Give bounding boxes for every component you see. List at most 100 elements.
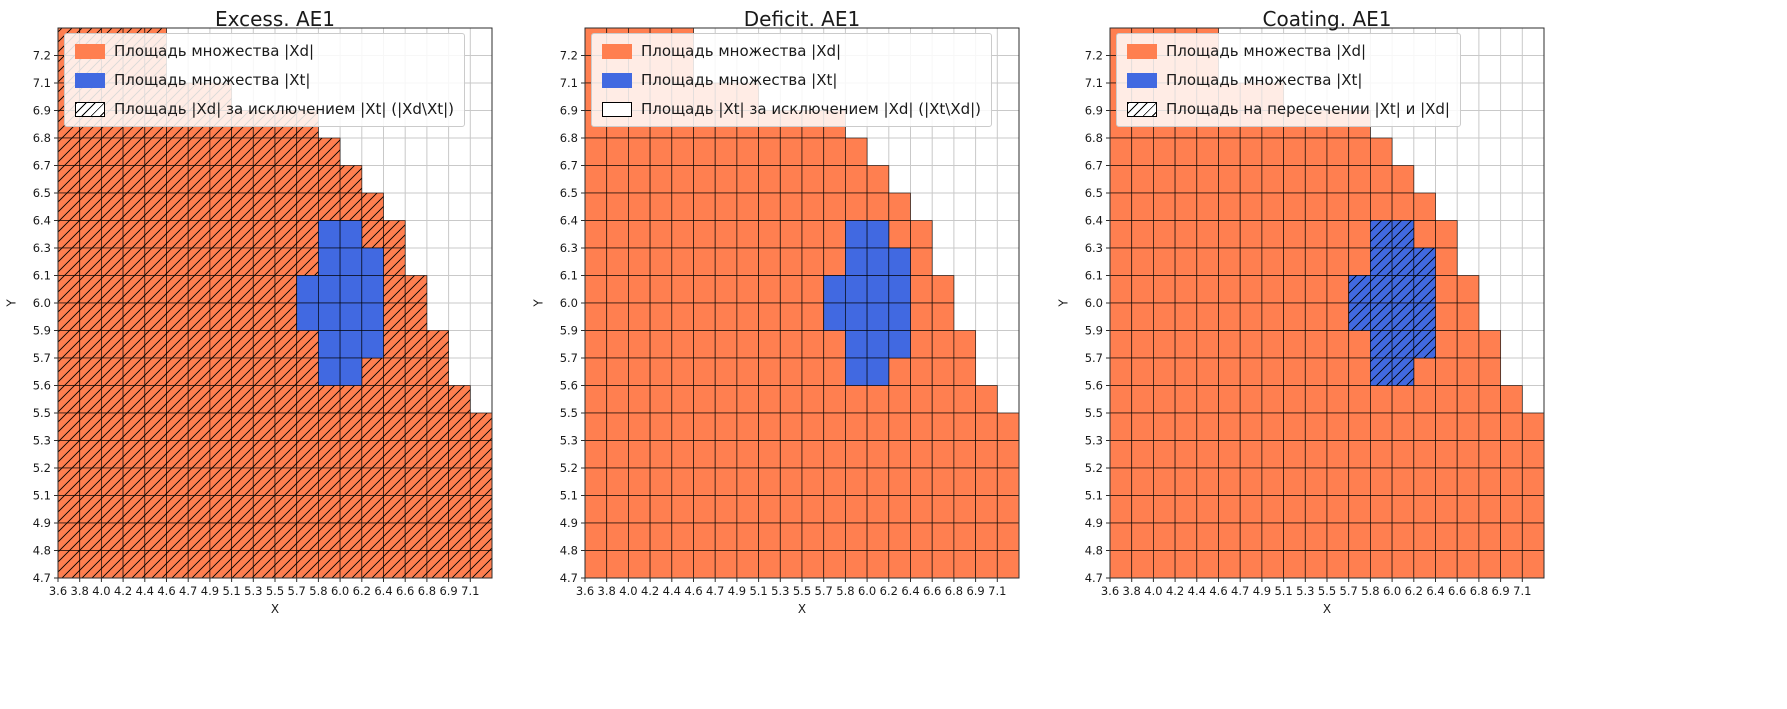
- svg-text:5.1: 5.1: [222, 584, 240, 598]
- svg-text:4.7: 4.7: [179, 584, 197, 598]
- svg-text:5.7: 5.7: [560, 351, 578, 365]
- svg-text:6.5: 6.5: [33, 186, 51, 200]
- svg-text:4.6: 4.6: [684, 584, 702, 598]
- legend-entry-xt: Площадь множества |Xt|: [75, 71, 454, 89]
- svg-text:5.8: 5.8: [309, 584, 327, 598]
- svg-text:5.7: 5.7: [1085, 351, 1103, 365]
- svg-text:4.7: 4.7: [33, 571, 51, 585]
- svg-text:5.1: 5.1: [1085, 489, 1103, 503]
- x-axis-label: X: [1322, 602, 1332, 616]
- svg-text:6.5: 6.5: [560, 186, 578, 200]
- svg-text:6.9: 6.9: [966, 584, 984, 598]
- panel-deficit: Deficit. AE1 3.6 3.8 4.0 4.2 4.4 4.6 4.7 4.9 5.1…: [527, 0, 1054, 709]
- svg-text:5.3: 5.3: [560, 434, 578, 448]
- legend: Площадь множества |Xd| Площадь множества…: [64, 33, 466, 127]
- y-tick-labels: 7.2 7.1 6.9 6.8 6.7 6.5 6.4 6.3 6.1 6.0 5.9 5.7 5.6 5…: [33, 49, 51, 586]
- legend-entry-xd: Площадь множества |Xd|: [75, 42, 454, 60]
- tick-marks: [1106, 55, 1523, 582]
- svg-text:4.8: 4.8: [1085, 544, 1103, 558]
- svg-text:4.2: 4.2: [114, 584, 132, 598]
- svg-text:3.6: 3.6: [576, 584, 594, 598]
- svg-text:6.7: 6.7: [33, 159, 51, 173]
- legend-swatch-xt: [602, 72, 632, 88]
- svg-text:7.2: 7.2: [33, 49, 51, 63]
- legend: Площадь множества |Xd| Площадь множества…: [591, 33, 993, 127]
- svg-text:6.0: 6.0: [331, 584, 349, 598]
- svg-text:6.9: 6.9: [560, 104, 578, 118]
- legend-label: Площадь множества |Xt|: [641, 71, 838, 89]
- y-tick-labels: 7.2 7.1 6.9 6.8 6.7 6.5 6.4 6.3 6.1 6.0 5.9 5.7 5.6 5…: [560, 49, 578, 586]
- svg-text:5.3: 5.3: [244, 584, 262, 598]
- svg-text:6.6: 6.6: [396, 584, 414, 598]
- svg-text:5.7: 5.7: [33, 351, 51, 365]
- svg-text:4.9: 4.9: [728, 584, 746, 598]
- svg-text:6.9: 6.9: [1085, 104, 1103, 118]
- svg-text:6.6: 6.6: [923, 584, 941, 598]
- svg-text:6.1: 6.1: [1085, 269, 1103, 283]
- svg-text:4.8: 4.8: [33, 544, 51, 558]
- svg-text:5.3: 5.3: [771, 584, 789, 598]
- svg-text:5.5: 5.5: [1085, 406, 1103, 420]
- svg-text:5.6: 5.6: [33, 379, 51, 393]
- svg-text:6.2: 6.2: [880, 584, 898, 598]
- svg-text:5.2: 5.2: [560, 461, 578, 475]
- svg-text:4.9: 4.9: [1085, 516, 1103, 530]
- svg-text:6.8: 6.8: [560, 131, 578, 145]
- svg-text:7.2: 7.2: [1085, 49, 1103, 63]
- x-tick-labels: 3.6 3.8 4.0 4.2 4.4 4.6 4.7 4.9 5.1 5.3 5.5 5.7 5.8 6…: [49, 584, 480, 598]
- svg-text:5.1: 5.1: [749, 584, 767, 598]
- legend-swatch-xd: [602, 43, 632, 59]
- svg-text:6.7: 6.7: [1085, 159, 1103, 173]
- svg-text:5.1: 5.1: [33, 489, 51, 503]
- legend-label: Площадь |Xt| за исключением |Xd| (|Xt\Xd…: [641, 100, 982, 118]
- svg-text:6.0: 6.0: [1085, 296, 1103, 310]
- svg-text:6.0: 6.0: [560, 296, 578, 310]
- svg-text:5.5: 5.5: [266, 584, 284, 598]
- tick-marks: [581, 55, 998, 582]
- svg-text:6.6: 6.6: [1448, 584, 1466, 598]
- tick-marks: [54, 55, 471, 582]
- legend-swatch-empty: [602, 101, 632, 117]
- xt-region: [296, 220, 384, 386]
- legend-label: Площадь |Xd| за исключением |Xt| (|Xd\Xt…: [114, 100, 455, 118]
- svg-text:4.4: 4.4: [136, 584, 154, 598]
- legend-label: Площадь множества |Xd|: [1166, 42, 1367, 60]
- svg-text:5.8: 5.8: [836, 584, 854, 598]
- svg-text:4.6: 4.6: [157, 584, 175, 598]
- svg-text:4.0: 4.0: [619, 584, 637, 598]
- panel-excess: Excess. AE1 3.6 3.8 4.0 4.2 4.4 4.6 4.7 4.9 5.1 5…: [0, 0, 527, 709]
- legend-swatch-hatch: [1127, 101, 1157, 117]
- svg-text:6.8: 6.8: [418, 584, 436, 598]
- svg-text:5.6: 5.6: [560, 379, 578, 393]
- svg-text:3.8: 3.8: [1123, 584, 1141, 598]
- svg-text:5.2: 5.2: [1085, 461, 1103, 475]
- svg-text:5.6: 5.6: [1085, 379, 1103, 393]
- svg-text:5.1: 5.1: [560, 489, 578, 503]
- legend-label: Площадь множества |Xt|: [1166, 71, 1363, 89]
- svg-text:6.1: 6.1: [33, 269, 51, 283]
- svg-text:6.7: 6.7: [560, 159, 578, 173]
- svg-text:5.2: 5.2: [33, 461, 51, 475]
- svg-text:3.8: 3.8: [598, 584, 616, 598]
- svg-text:3.6: 3.6: [49, 584, 67, 598]
- svg-text:7.1: 7.1: [33, 76, 51, 90]
- svg-text:6.4: 6.4: [560, 214, 578, 228]
- svg-text:7.1: 7.1: [1085, 76, 1103, 90]
- svg-text:4.7: 4.7: [560, 571, 578, 585]
- svg-text:6.0: 6.0: [1383, 584, 1401, 598]
- svg-text:6.1: 6.1: [560, 269, 578, 283]
- svg-text:6.4: 6.4: [1085, 214, 1103, 228]
- svg-text:5.7: 5.7: [1340, 584, 1358, 598]
- svg-text:6.2: 6.2: [1405, 584, 1423, 598]
- svg-text:6.0: 6.0: [858, 584, 876, 598]
- svg-text:5.7: 5.7: [288, 584, 306, 598]
- svg-text:5.3: 5.3: [1296, 584, 1314, 598]
- legend-entry-hatch: Площадь |Xd| за исключением |Xt| (|Xd\Xt…: [75, 100, 454, 118]
- svg-text:7.1: 7.1: [461, 584, 479, 598]
- svg-text:5.1: 5.1: [1274, 584, 1292, 598]
- x-tick-labels: 3.6 3.8 4.0 4.2 4.4 4.6 4.7 4.9 5.1 5.3 5.5 5.7 5.8 6…: [1101, 584, 1532, 598]
- svg-text:6.3: 6.3: [1085, 241, 1103, 255]
- hatch-overlay: [1348, 220, 1436, 386]
- svg-text:6.5: 6.5: [1085, 186, 1103, 200]
- legend-swatch-hatch: [75, 101, 105, 117]
